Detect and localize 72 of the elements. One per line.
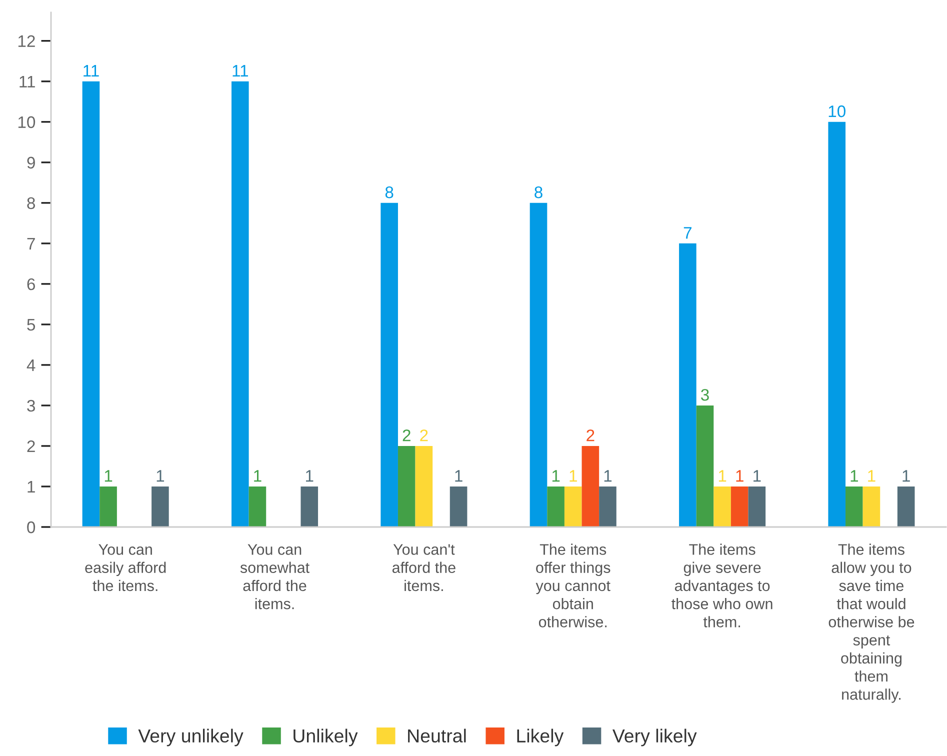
- data-label: 1: [902, 470, 910, 482]
- x-tick-label: You can't afford the items.: [392, 544, 456, 592]
- data-label: 1: [455, 470, 462, 482]
- bar: [450, 486, 468, 527]
- y-tick-label: 1: [28, 481, 35, 493]
- bar: [380, 202, 398, 527]
- data-label: 7: [684, 227, 692, 239]
- bar: [415, 446, 433, 527]
- data-label: 1: [718, 470, 726, 482]
- bar: [564, 486, 582, 527]
- y-tick-label: 5: [27, 319, 36, 331]
- bar: [547, 486, 564, 527]
- data-label: 1: [104, 470, 112, 482]
- bar: [696, 405, 714, 527]
- data-label: 2: [420, 429, 428, 442]
- data-label: 1: [254, 470, 262, 482]
- bar: [846, 486, 863, 527]
- data-label: 1: [306, 470, 314, 482]
- data-label: 1: [156, 470, 164, 482]
- y-tick-label: 6: [27, 278, 35, 290]
- y-tick-label: 10: [18, 116, 36, 128]
- legend-label: Very likely: [612, 728, 697, 746]
- legend-label: Unlikely: [294, 728, 358, 746]
- bar: [748, 486, 766, 527]
- y-tick-label: 2: [27, 440, 35, 452]
- data-label: 10: [828, 105, 846, 118]
- bar: [897, 486, 915, 527]
- data-label: 11: [232, 65, 248, 77]
- bar: [82, 81, 100, 527]
- y-tick-label: 11: [20, 76, 35, 88]
- x-tick-label: You can somewhat afford the items.: [240, 544, 310, 610]
- legend-label: Neutral: [408, 728, 466, 743]
- data-label: 8: [534, 186, 542, 198]
- bar: [398, 446, 416, 527]
- y-tick-label: 0: [27, 521, 36, 534]
- data-label: 8: [385, 186, 394, 198]
- y-tick-label: 3: [27, 400, 35, 412]
- bar: [152, 486, 169, 527]
- data-label: 1: [850, 470, 858, 482]
- data-label: 3: [700, 388, 709, 401]
- y-tick-label: 12: [18, 35, 35, 47]
- data-label: 1: [868, 470, 876, 482]
- y-tick-label: 7: [27, 238, 35, 250]
- x-tick-label: The items give severe advantages to those who own them.: [672, 544, 772, 628]
- y-tick-label: 8: [27, 197, 35, 210]
- data-label: 1: [552, 470, 560, 482]
- y-tick-label: 4: [26, 360, 36, 371]
- bar: [862, 486, 880, 527]
- bar: [582, 446, 600, 527]
- bar: [679, 243, 696, 527]
- data-label: 2: [586, 429, 594, 442]
- y-tick-label: 9: [27, 156, 35, 169]
- bar: [599, 486, 616, 527]
- data-label: 11: [84, 65, 99, 77]
- data-label: 1: [604, 470, 612, 482]
- data-label: 1: [754, 470, 761, 482]
- category-label: The items allow you to save time that would otherwise be spent obtaining them naturally.: [828, 544, 914, 703]
- bar: [714, 486, 731, 527]
- bar: [248, 486, 266, 527]
- legend-label: Likely: [517, 728, 564, 746]
- bar: [100, 486, 117, 527]
- bar: [730, 486, 748, 527]
- bar: [530, 202, 548, 527]
- legend-label: Very unlikely: [138, 728, 244, 746]
- bar: [300, 486, 318, 527]
- bar: [232, 81, 249, 527]
- data-label: 1: [570, 470, 577, 482]
- x-tick-label: You can easily afford the items.: [85, 544, 166, 592]
- bar: [828, 122, 846, 527]
- data-label: 1: [736, 470, 744, 482]
- x-tick-label: The items offer things you cannot obtain otherwise.: [536, 544, 610, 628]
- data-label: 2: [402, 429, 410, 442]
